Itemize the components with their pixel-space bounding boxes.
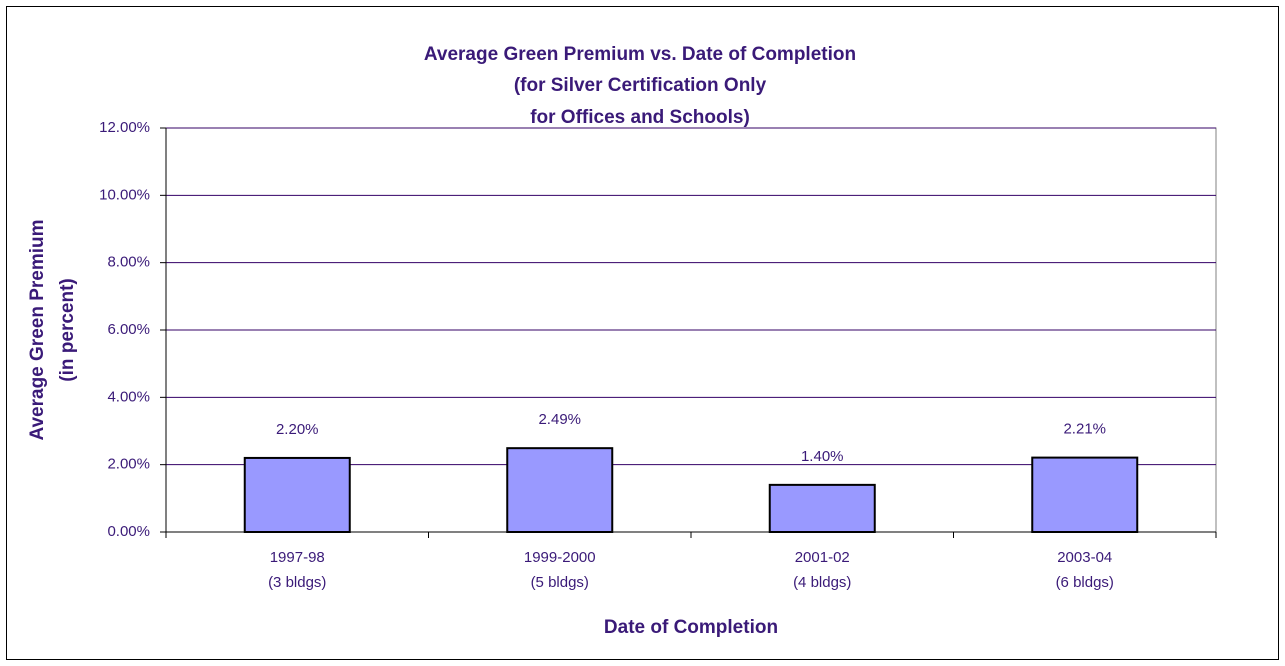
chart-title: Average Green Premium vs. Date of Comple… — [424, 44, 856, 65]
x-tick-label: 2001-02 — [795, 549, 850, 566]
y-tick-label: 10.00% — [99, 186, 150, 203]
value-label: 2.20% — [276, 421, 319, 438]
x-tick-label: (6 bldgs) — [1056, 574, 1114, 591]
bar — [506, 447, 614, 534]
bar — [1031, 456, 1139, 534]
chart-title: for Offices and Schools) — [530, 107, 750, 128]
y-tick-label: 6.00% — [107, 321, 150, 338]
y-tick-label: 4.00% — [107, 388, 150, 405]
value-label: 2.49% — [538, 411, 581, 428]
bar — [768, 483, 876, 534]
y-tick-label: 2.00% — [107, 456, 150, 473]
value-label: 1.40% — [801, 448, 844, 465]
value-label: 2.21% — [1063, 421, 1106, 438]
y-axis-title: (in percent) — [57, 278, 78, 381]
x-axis-title: Date of Completion — [604, 617, 778, 638]
chart-title: (for Silver Certification Only — [514, 75, 767, 96]
y-tick-label: 0.00% — [107, 523, 150, 540]
x-tick-label: (5 bldgs) — [531, 574, 589, 591]
x-tick-label: 1997-98 — [270, 549, 325, 566]
x-tick-label: (4 bldgs) — [793, 574, 851, 591]
y-axis-title: Average Green Premium — [27, 219, 48, 440]
chart-border — [6, 6, 1279, 660]
y-tick-label: 12.00% — [99, 119, 150, 136]
y-tick-label: 8.00% — [107, 254, 150, 271]
x-tick-label: (3 bldgs) — [268, 574, 326, 591]
x-tick-label: 2003-04 — [1057, 549, 1112, 566]
bar — [243, 456, 351, 533]
x-tick-label: 1999-2000 — [524, 549, 596, 566]
